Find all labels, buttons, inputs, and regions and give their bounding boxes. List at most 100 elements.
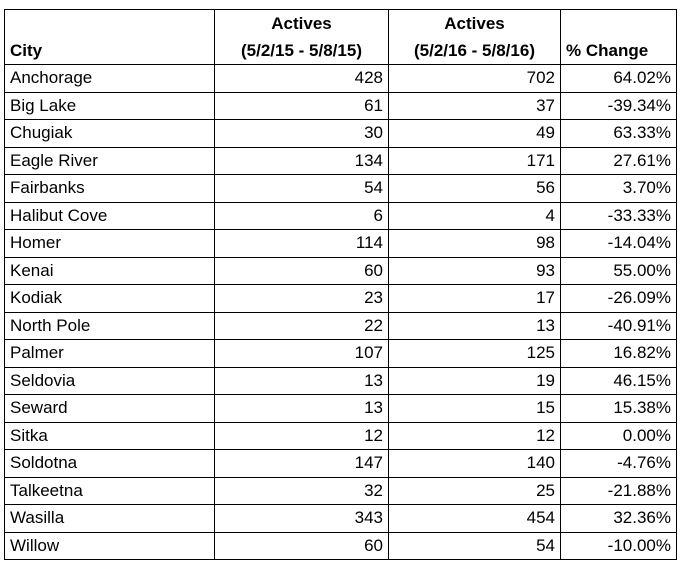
actives-2015-cell[interactable]: 6 [214, 201, 389, 230]
pct-change-cell[interactable]: 32.36% [560, 504, 677, 533]
pct-change-cell[interactable]: -40.91% [560, 311, 677, 340]
actives-2015-cell[interactable]: 60 [214, 256, 389, 285]
actives-2016-cell[interactable]: 702 [388, 64, 561, 93]
actives-2016-cell[interactable]: 17 [388, 284, 561, 313]
table-row: Talkeetna 32 25 -21.88% [4, 476, 677, 505]
header-pct-change-label: % Change [566, 41, 649, 60]
table-row: Fairbanks 54 56 3.70% [4, 174, 677, 203]
pct-change-cell[interactable]: -21.88% [560, 476, 677, 505]
actives-2015-cell[interactable]: 134 [214, 146, 389, 175]
actives-2016-cell[interactable]: 13 [388, 311, 561, 340]
pct-change-cell[interactable]: 16.82% [560, 339, 677, 368]
actives-2015-cell[interactable]: 114 [214, 229, 389, 258]
city-cell[interactable]: Seward [4, 394, 215, 423]
actives-2016-cell[interactable]: 54 [388, 531, 561, 560]
pct-change-cell[interactable]: -10.00% [560, 531, 677, 560]
header-actives-2015[interactable]: Actives (5/2/15 - 5/8/15) [214, 9, 389, 65]
pct-change-cell[interactable]: -4.76% [560, 449, 677, 478]
table-row: Chugiak 30 49 63.33% [4, 119, 677, 148]
pct-change-cell[interactable]: 64.02% [560, 64, 677, 93]
city-cell[interactable]: Seldovia [4, 366, 215, 395]
city-cell[interactable]: Wasilla [4, 504, 215, 533]
pct-change-cell[interactable]: 0.00% [560, 421, 677, 450]
table-row: Kenai 60 93 55.00% [4, 256, 677, 285]
pct-change-cell[interactable]: -33.33% [560, 201, 677, 230]
pct-change-cell[interactable]: -39.34% [560, 91, 677, 120]
actives-2016-cell[interactable]: 125 [388, 339, 561, 368]
pct-change-cell[interactable]: 46.15% [560, 366, 677, 395]
city-cell[interactable]: Palmer [4, 339, 215, 368]
actives-2016-cell[interactable]: 171 [388, 146, 561, 175]
actives-2016-cell[interactable]: 56 [388, 174, 561, 203]
header-actives-2016[interactable]: Actives (5/2/16 - 5/8/16) [388, 9, 561, 65]
city-cell[interactable]: Kenai [4, 256, 215, 285]
table-row: Eagle River 134 171 27.61% [4, 146, 677, 175]
actives-2016-cell[interactable]: 4 [388, 201, 561, 230]
pct-change-cell[interactable]: -14.04% [560, 229, 677, 258]
header-actives-2015-title: Actives [271, 14, 332, 33]
actives-2015-cell[interactable]: 22 [214, 311, 389, 340]
actives-2015-cell[interactable]: 13 [214, 366, 389, 395]
city-cell[interactable]: Homer [4, 229, 215, 258]
actives-2015-cell[interactable]: 107 [214, 339, 389, 368]
city-cell[interactable]: Fairbanks [4, 174, 215, 203]
table-row: Sitka 12 12 0.00% [4, 421, 677, 450]
table-header: City Actives (5/2/15 - 5/8/15) Actives (… [4, 9, 677, 65]
actives-2016-cell[interactable]: 12 [388, 421, 561, 450]
actives-2015-cell[interactable]: 343 [214, 504, 389, 533]
actives-2016-cell[interactable]: 49 [388, 119, 561, 148]
actives-2016-cell[interactable]: 93 [388, 256, 561, 285]
table-row: Seward 13 15 15.38% [4, 394, 677, 423]
actives-2016-cell[interactable]: 140 [388, 449, 561, 478]
table-row: Wasilla 343 454 32.36% [4, 504, 677, 533]
actives-2015-cell[interactable]: 13 [214, 394, 389, 423]
table-row: North Pole 22 13 -40.91% [4, 311, 677, 340]
header-row: City Actives (5/2/15 - 5/8/15) Actives (… [4, 9, 677, 65]
table-row: Soldotna 147 140 -4.76% [4, 449, 677, 478]
city-cell[interactable]: Anchorage [4, 64, 215, 93]
actives-2016-cell[interactable]: 15 [388, 394, 561, 423]
header-actives-2015-range: (5/2/15 - 5/8/15) [241, 41, 362, 60]
pct-change-cell[interactable]: 3.70% [560, 174, 677, 203]
city-cell[interactable]: North Pole [4, 311, 215, 340]
city-cell[interactable]: Halibut Cove [4, 201, 215, 230]
actives-2015-cell[interactable]: 12 [214, 421, 389, 450]
actives-2015-cell[interactable]: 428 [214, 64, 389, 93]
header-city-label: City [10, 41, 43, 60]
actives-2015-cell[interactable]: 147 [214, 449, 389, 478]
table-row: Anchorage 428 702 64.02% [4, 64, 677, 93]
header-actives-2016-range: (5/2/16 - 5/8/16) [414, 41, 535, 60]
table-body: Anchorage 428 702 64.02% Big Lake 61 37 -39.34%… [4, 64, 677, 560]
actives-2016-cell[interactable]: 454 [388, 504, 561, 533]
actives-2016-cell[interactable]: 25 [388, 476, 561, 505]
spreadsheet-table-region: City Actives (5/2/15 - 5/8/15) Actives (… [4, 9, 677, 560]
actives-2015-cell[interactable]: 32 [214, 476, 389, 505]
table-row: Seldovia 13 19 46.15% [4, 366, 677, 395]
pct-change-cell[interactable]: 63.33% [560, 119, 677, 148]
header-actives-2016-title: Actives [444, 14, 505, 33]
pct-change-cell[interactable]: 55.00% [560, 256, 677, 285]
table-row: Palmer 107 125 16.82% [4, 339, 677, 368]
city-cell[interactable]: Soldotna [4, 449, 215, 478]
city-cell[interactable]: Eagle River [4, 146, 215, 175]
actives-2015-cell[interactable]: 54 [214, 174, 389, 203]
actives-2015-cell[interactable]: 61 [214, 91, 389, 120]
pct-change-cell[interactable]: 27.61% [560, 146, 677, 175]
pct-change-cell[interactable]: -26.09% [560, 284, 677, 313]
city-cell[interactable]: Kodiak [4, 284, 215, 313]
actives-2015-cell[interactable]: 30 [214, 119, 389, 148]
actives-2016-cell[interactable]: 98 [388, 229, 561, 258]
actives-2015-cell[interactable]: 23 [214, 284, 389, 313]
city-cell[interactable]: Talkeetna [4, 476, 215, 505]
header-pct-change[interactable]: % Change [560, 9, 677, 65]
actives-2015-cell[interactable]: 60 [214, 531, 389, 560]
city-cell[interactable]: Chugiak [4, 119, 215, 148]
actives-2016-cell[interactable]: 19 [388, 366, 561, 395]
actives-by-city-table: City Actives (5/2/15 - 5/8/15) Actives (… [4, 9, 677, 560]
city-cell[interactable]: Willow [4, 531, 215, 560]
header-city[interactable]: City [4, 9, 215, 65]
city-cell[interactable]: Big Lake [4, 91, 215, 120]
pct-change-cell[interactable]: 15.38% [560, 394, 677, 423]
city-cell[interactable]: Sitka [4, 421, 215, 450]
actives-2016-cell[interactable]: 37 [388, 91, 561, 120]
